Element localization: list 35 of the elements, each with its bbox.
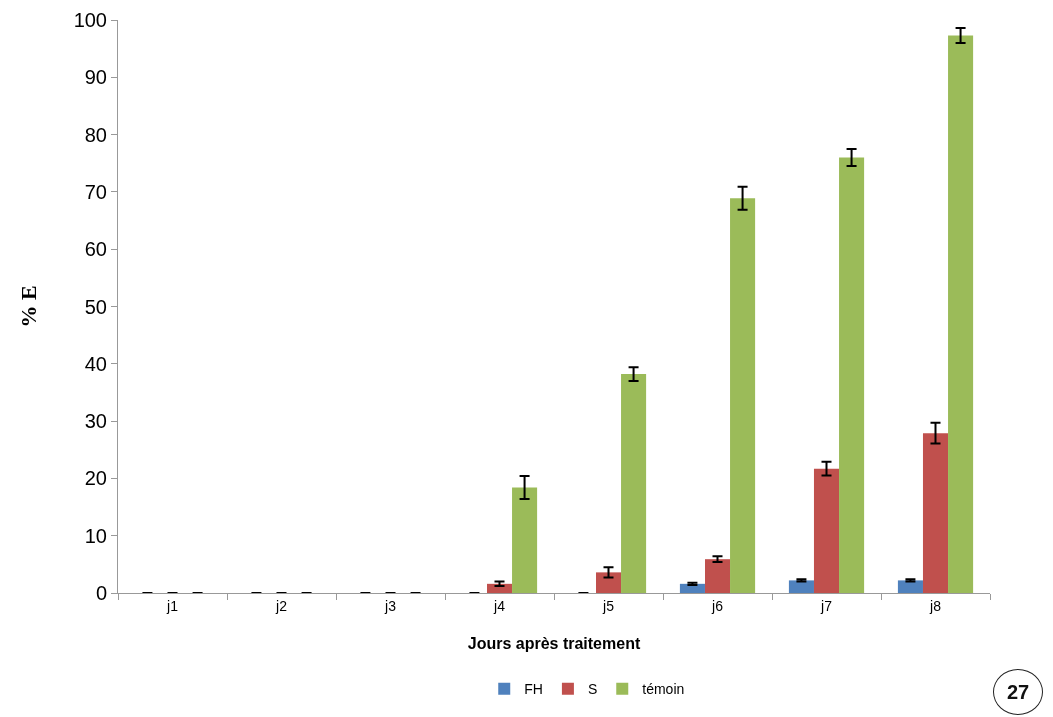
legend-label: FH bbox=[524, 681, 543, 698]
x-tick-label: j7 bbox=[820, 597, 833, 614]
x-tick-label: j4 bbox=[493, 597, 506, 614]
bar bbox=[922, 433, 949, 593]
x-tick-label: j1 bbox=[166, 597, 179, 614]
legend-label: S bbox=[587, 681, 598, 698]
y-tick-label: 50 bbox=[84, 295, 107, 318]
bar bbox=[897, 580, 923, 593]
bar bbox=[595, 572, 622, 593]
bar bbox=[948, 35, 974, 593]
bar bbox=[621, 374, 647, 593]
y-tick-label: 30 bbox=[84, 410, 107, 433]
y-tick-label: 20 bbox=[84, 467, 107, 490]
y-tick-label: 60 bbox=[84, 238, 107, 261]
y-tick-label: 70 bbox=[84, 180, 107, 203]
bar bbox=[788, 580, 814, 593]
y-tick-label: 10 bbox=[84, 524, 107, 547]
y-tick-label: 0 bbox=[95, 582, 107, 604]
x-tick-label: j5 bbox=[602, 597, 615, 614]
y-tick-label: 40 bbox=[84, 352, 107, 375]
y-axis-title: % E bbox=[16, 285, 42, 328]
x-axis-title: Jours après traitement bbox=[467, 635, 641, 653]
bar bbox=[813, 468, 840, 593]
x-tick-label: j6 bbox=[711, 597, 724, 614]
bar bbox=[730, 198, 756, 593]
bar bbox=[704, 559, 731, 593]
x-tick-label: j3 bbox=[384, 597, 397, 614]
y-tick-label: 90 bbox=[84, 66, 107, 89]
bar bbox=[512, 487, 538, 593]
x-tick-label: j2 bbox=[275, 597, 288, 614]
x-tick-label: j8 bbox=[929, 597, 942, 614]
y-tick-label: 80 bbox=[84, 123, 107, 146]
legend-label: témoin bbox=[642, 681, 685, 698]
y-tick-label: 100 bbox=[73, 9, 107, 31]
bar bbox=[839, 157, 865, 593]
